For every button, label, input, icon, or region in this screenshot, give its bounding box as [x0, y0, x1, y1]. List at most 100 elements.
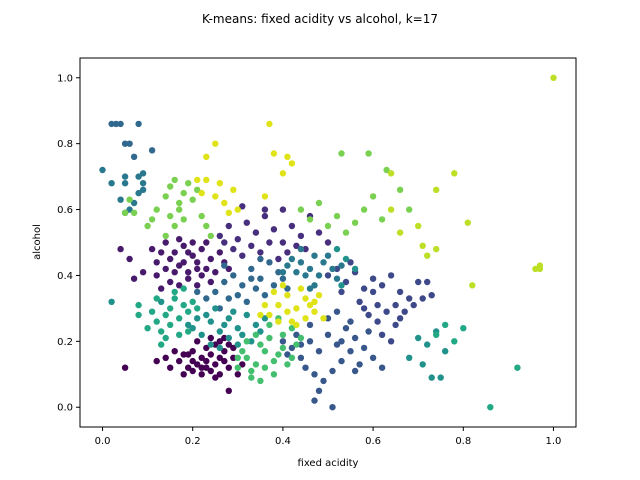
data-point	[347, 318, 354, 325]
data-point	[419, 295, 426, 302]
data-point	[424, 252, 431, 259]
data-point	[284, 285, 291, 292]
data-point	[198, 354, 205, 361]
data-point	[212, 269, 219, 276]
data-point	[176, 315, 183, 322]
data-point	[225, 387, 232, 394]
data-point	[167, 305, 174, 312]
data-point	[162, 354, 169, 361]
data-point	[194, 176, 201, 184]
data-point	[275, 351, 282, 358]
data-point	[121, 180, 129, 187]
data-point	[442, 321, 449, 329]
data-point	[284, 262, 291, 269]
data-point	[424, 341, 431, 348]
data-point	[324, 331, 332, 338]
x-axis-label: fixed acidity	[298, 458, 359, 469]
data-point	[221, 278, 228, 286]
data-point	[329, 367, 336, 375]
data-point	[266, 311, 273, 319]
data-point	[171, 176, 178, 184]
data-point	[333, 245, 341, 253]
data-point	[369, 288, 377, 296]
data-point	[221, 239, 228, 246]
data-point	[203, 311, 210, 319]
data-point	[487, 404, 494, 411]
data-point	[532, 265, 539, 273]
data-point	[261, 206, 269, 213]
data-point	[347, 259, 354, 266]
data-point	[135, 301, 142, 309]
data-point	[406, 295, 413, 302]
data-point	[221, 357, 228, 365]
data-point	[333, 265, 341, 273]
data-point	[230, 344, 237, 352]
data-point	[297, 232, 305, 240]
data-point	[329, 404, 336, 411]
data-point	[194, 282, 201, 289]
data-point	[324, 272, 332, 279]
data-point	[130, 275, 138, 282]
data-point	[185, 351, 192, 358]
data-point	[261, 292, 269, 299]
data-point	[216, 305, 223, 312]
data-point	[234, 371, 241, 378]
data-point	[212, 341, 219, 348]
data-point	[162, 265, 169, 273]
data-point	[207, 318, 214, 325]
data-point	[257, 249, 264, 256]
data-point	[162, 193, 169, 200]
data-point	[347, 348, 354, 355]
data-point	[311, 371, 318, 378]
data-point	[148, 216, 156, 223]
data-point	[279, 269, 287, 276]
data-point	[203, 357, 210, 365]
data-point	[306, 321, 314, 329]
data-point	[230, 186, 237, 193]
data-point	[261, 212, 269, 220]
data-point	[266, 334, 273, 342]
data-point	[216, 328, 223, 335]
data-point	[189, 325, 196, 332]
data-point	[167, 321, 174, 329]
data-point	[176, 282, 183, 289]
data-point	[342, 255, 350, 263]
data-point	[248, 275, 255, 282]
data-point	[139, 170, 147, 177]
data-point	[315, 387, 323, 394]
data-point	[419, 361, 426, 368]
data-point	[153, 357, 160, 365]
data-point	[428, 374, 435, 381]
data-point	[356, 361, 363, 368]
data-point	[257, 311, 264, 319]
data-point	[212, 140, 219, 147]
data-point	[212, 361, 219, 368]
data-point	[212, 193, 219, 200]
data-point	[297, 341, 305, 348]
data-point	[171, 348, 178, 355]
x-tick-label: 1.0	[546, 436, 562, 447]
data-point	[360, 285, 368, 292]
data-point	[216, 344, 223, 352]
data-point	[194, 305, 201, 312]
data-point	[302, 245, 309, 253]
data-point	[306, 216, 314, 223]
plot-area	[99, 74, 557, 411]
data-point	[261, 364, 269, 371]
data-point	[279, 338, 287, 345]
data-point	[293, 269, 300, 276]
data-point	[158, 341, 165, 348]
data-point	[234, 325, 241, 332]
data-point	[194, 265, 201, 273]
data-point	[315, 272, 323, 279]
data-point	[216, 249, 223, 256]
data-point	[270, 357, 278, 365]
data-point	[266, 239, 273, 246]
data-point	[324, 315, 332, 322]
data-point	[293, 331, 300, 338]
data-point	[374, 318, 381, 325]
data-point	[126, 255, 133, 263]
y-tick-label: 0.0	[57, 403, 73, 414]
data-point	[230, 308, 237, 315]
data-point	[419, 242, 426, 249]
